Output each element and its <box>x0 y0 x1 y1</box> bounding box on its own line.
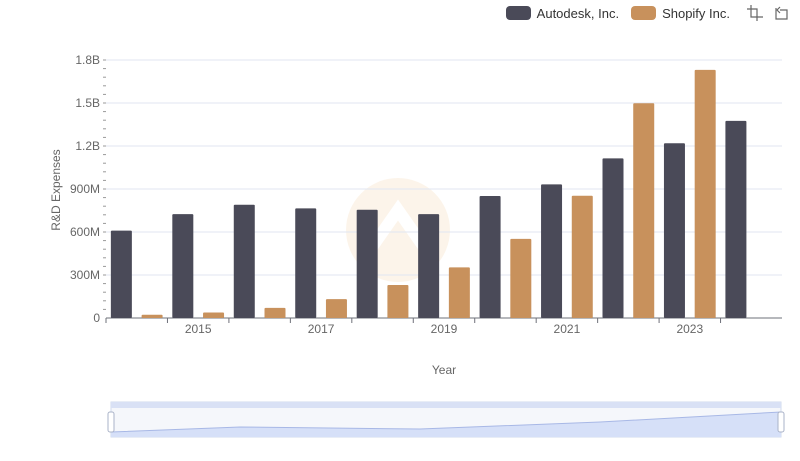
legend-item-autodesk[interactable]: Autodesk, Inc. <box>505 5 620 21</box>
x-axis-title: Year <box>431 363 457 377</box>
slider-handle-right[interactable] <box>777 411 785 433</box>
bar-shopify[interactable] <box>325 299 347 318</box>
y-axis: 0 300M 600M 900M 1.2B 1.5B 1.8B <box>70 53 106 325</box>
bar-shopify[interactable] <box>264 307 286 318</box>
legend-item-shopify[interactable]: Shopify Inc. <box>631 6 730 21</box>
x-tick-label: 2017 <box>308 322 335 336</box>
bar-shopify[interactable] <box>141 314 163 318</box>
y-axis-title: R&D Expenses <box>49 149 63 231</box>
legend-label-shopify: Shopify Inc. <box>662 5 730 21</box>
datazoom-slider[interactable] <box>107 401 785 438</box>
legend-label-autodesk: Autodesk, Inc. <box>536 5 620 21</box>
y-tick-label: 300M <box>70 268 100 282</box>
y-tick-label: 1.8B <box>75 53 100 67</box>
bar-autodesk[interactable] <box>172 214 194 318</box>
y-tick-label: 1.2B <box>75 139 100 153</box>
bar-autodesk[interactable] <box>110 230 132 318</box>
toolbox <box>746 4 790 22</box>
bar-autodesk[interactable] <box>479 196 501 318</box>
y-tick-label: 0 <box>93 311 100 325</box>
x-axis: 2015 2017 2019 2021 2023 <box>105 318 722 336</box>
bar-shopify[interactable] <box>633 103 655 318</box>
bar-autodesk[interactable] <box>602 158 624 318</box>
x-tick-label: 2015 <box>185 322 212 336</box>
zoom-icon[interactable] <box>746 4 764 22</box>
x-tick-label: 2023 <box>676 322 703 336</box>
bar-shopify[interactable] <box>203 312 225 318</box>
bar-shopify[interactable] <box>510 238 532 318</box>
restore-icon[interactable] <box>772 4 790 22</box>
bar-autodesk[interactable] <box>541 184 563 318</box>
bar-autodesk[interactable] <box>233 204 255 318</box>
bar-autodesk[interactable] <box>663 143 685 318</box>
bar-autodesk[interactable] <box>725 120 747 319</box>
legend-swatch-shopify <box>631 6 657 20</box>
bars <box>110 69 747 319</box>
y-tick-label: 600M <box>70 225 100 239</box>
bar-autodesk[interactable] <box>356 209 378 318</box>
bar-shopify[interactable] <box>387 285 409 318</box>
bar-shopify[interactable] <box>448 267 470 318</box>
x-tick-label: 2021 <box>554 322 581 336</box>
bar-shopify[interactable] <box>694 69 716 318</box>
y-tick-label: 1.5B <box>75 96 100 110</box>
y-tick-label: 900M <box>70 182 100 196</box>
legend: Autodesk, Inc. Shopify Inc. <box>505 4 790 22</box>
slider-preview-line <box>110 411 782 433</box>
x-tick-label: 2019 <box>431 322 458 336</box>
bar-shopify[interactable] <box>571 195 593 318</box>
bar-autodesk[interactable] <box>418 214 440 318</box>
legend-swatch-autodesk <box>505 6 531 20</box>
bar-autodesk[interactable] <box>295 208 317 318</box>
slider-handle-left[interactable] <box>107 411 115 433</box>
slider-preview-area <box>111 412 781 437</box>
slider-move-handle[interactable] <box>111 402 781 408</box>
